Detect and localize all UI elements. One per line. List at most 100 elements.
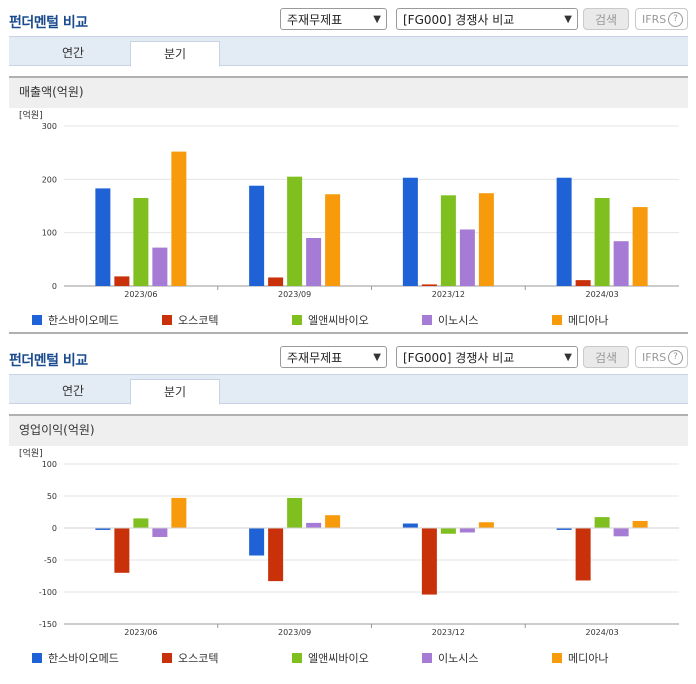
tab-annual[interactable]: 연간 [61,46,85,60]
chevron-down-icon: ▼ [373,14,381,25]
ifrs-label: IFRS [642,13,667,26]
peer-group-select[interactable]: [FG000] 경쟁사 비교 ▼ [396,346,578,368]
bar [575,528,591,581]
statement-type-select[interactable]: 주재무제표 ▼ [280,346,387,368]
y-tick-label: 0 [52,282,57,291]
peer-group-value: [FG000] 경쟁사 비교 [403,13,515,27]
bar [325,194,341,286]
tab-annual[interactable]: 연간 [61,384,85,398]
chevron-down-icon: ▼ [564,14,572,25]
legend-swatch [552,653,562,663]
legend-label: 한스바이오메드 [48,314,119,327]
peer-group-select[interactable]: [FG000] 경쟁사 비교 ▼ [396,8,578,30]
y-tick-label: -100 [39,588,57,597]
operating-profit-chart: [억원] -150 -100 -50 0 50 100 2023/06 2023/09 2023/… [19,447,679,637]
bar [632,207,648,286]
search-button[interactable]: 검색 [583,8,629,30]
y-tick-label: -50 [44,556,57,565]
statement-type-value: 주재무제표 [287,13,343,27]
bar [459,229,475,286]
legend-swatch [32,315,42,325]
tab-quarterly[interactable]: 분기 [130,379,220,405]
legend-item[interactable]: 엘앤씨바이오 [292,652,369,666]
bar [171,151,187,286]
bar [249,528,265,556]
tab-quarterly[interactable]: 분기 [130,41,220,67]
help-icon[interactable]: ? [668,12,683,27]
bar [594,198,610,286]
bar [152,528,168,537]
legend-label: 오스코텍 [178,314,219,327]
legend-label: 이노시스 [438,314,479,327]
bar [478,522,494,528]
legend-item[interactable]: 이노시스 [422,652,478,666]
legend-item[interactable]: 메디아나 [552,314,608,328]
bar [575,280,591,286]
bar [556,177,572,286]
legend-swatch [292,315,302,325]
section-title: 펀더멘털 비교 [9,15,88,31]
chart-title: 영업이익(억원) [9,414,688,446]
chart-legend: 한스바이오메드 오스코텍 엘앤씨바이오 이노시스 메디아나 [9,314,688,332]
chart-legend: 한스바이오메드 오스코텍 엘앤씨바이오 이노시스 메디아나 [9,652,688,670]
bar [440,195,456,286]
legend-swatch [552,315,562,325]
help-icon[interactable]: ? [668,350,683,365]
bar [133,198,149,286]
bar [440,528,456,534]
x-tick-label: 2024/03 [586,290,619,299]
chevron-down-icon: ▼ [373,352,381,363]
legend-swatch [422,653,432,663]
legend-item[interactable]: 엘앤씨바이오 [292,314,369,328]
operating-profit-chart-panel: 영업이익(억원) [억원] -150 -100 -50 0 50 100 2023/06 202… [9,414,688,670]
legend-swatch [162,653,172,663]
legend-item[interactable]: 이노시스 [422,314,478,328]
fundamental-section-1: 펀더멘털 비교 주재무제표 ▼ [FG000] 경쟁사 비교 ▼ 검색 IFRS… [0,0,696,334]
chart-title: 매출액(억원) [9,76,688,108]
revenue-chart-panel: 매출액(억원) [억원] 0 100 200 300 2023/06 2023/09 2023… [9,76,688,334]
bar [594,517,610,528]
legend-label: 엘앤씨바이오 [308,314,369,327]
unit-label: [억원] [19,447,43,459]
bar [114,276,130,286]
x-tick-label: 2023/09 [278,628,311,637]
chevron-down-icon: ▼ [564,352,572,363]
bar [613,241,629,286]
legend-item[interactable]: 한스바이오메드 [32,652,119,666]
period-tabs: 연간 분기 [9,36,688,67]
legend-label: 오스코텍 [178,652,219,665]
bar [152,247,168,286]
legend-item[interactable]: 한스바이오메드 [32,314,119,328]
legend-swatch [292,653,302,663]
section-header: 펀더멘털 비교 주재무제표 ▼ [FG000] 경쟁사 비교 ▼ 검색 IFRS… [0,0,696,36]
ifrs-button[interactable]: IFRS ? [635,346,688,368]
legend-item[interactable]: 오스코텍 [162,652,218,666]
bar [632,520,648,528]
bar [287,497,303,528]
x-tick-label: 2024/03 [586,628,619,637]
y-tick-label: -150 [39,620,57,629]
bar [95,528,111,530]
legend-item[interactable]: 오스코텍 [162,314,218,328]
x-tick-label: 2023/12 [432,628,465,637]
legend-label: 엘앤씨바이오 [308,652,369,665]
legend-swatch [162,315,172,325]
bar [402,523,418,528]
statement-type-select[interactable]: 주재무제표 ▼ [280,8,387,30]
bar [133,518,149,528]
bar [114,528,130,573]
fundamental-section-2: 펀더멘털 비교 주재무제표 ▼ [FG000] 경쟁사 비교 ▼ 검색 IFRS… [0,338,696,670]
bar [249,185,265,286]
search-button[interactable]: 검색 [583,346,629,368]
unit-label: [억원] [19,109,43,121]
legend-item[interactable]: 메디아나 [552,652,608,666]
bar [325,515,341,528]
legend-label: 메디아나 [568,314,609,327]
statement-type-value: 주재무제표 [287,351,343,365]
bar [268,277,284,286]
legend-label: 이노시스 [438,652,479,665]
peer-group-value: [FG000] 경쟁사 비교 [403,351,515,365]
legend-swatch [422,315,432,325]
y-tick-label: 50 [47,492,57,501]
ifrs-button[interactable]: IFRS ? [635,8,688,30]
